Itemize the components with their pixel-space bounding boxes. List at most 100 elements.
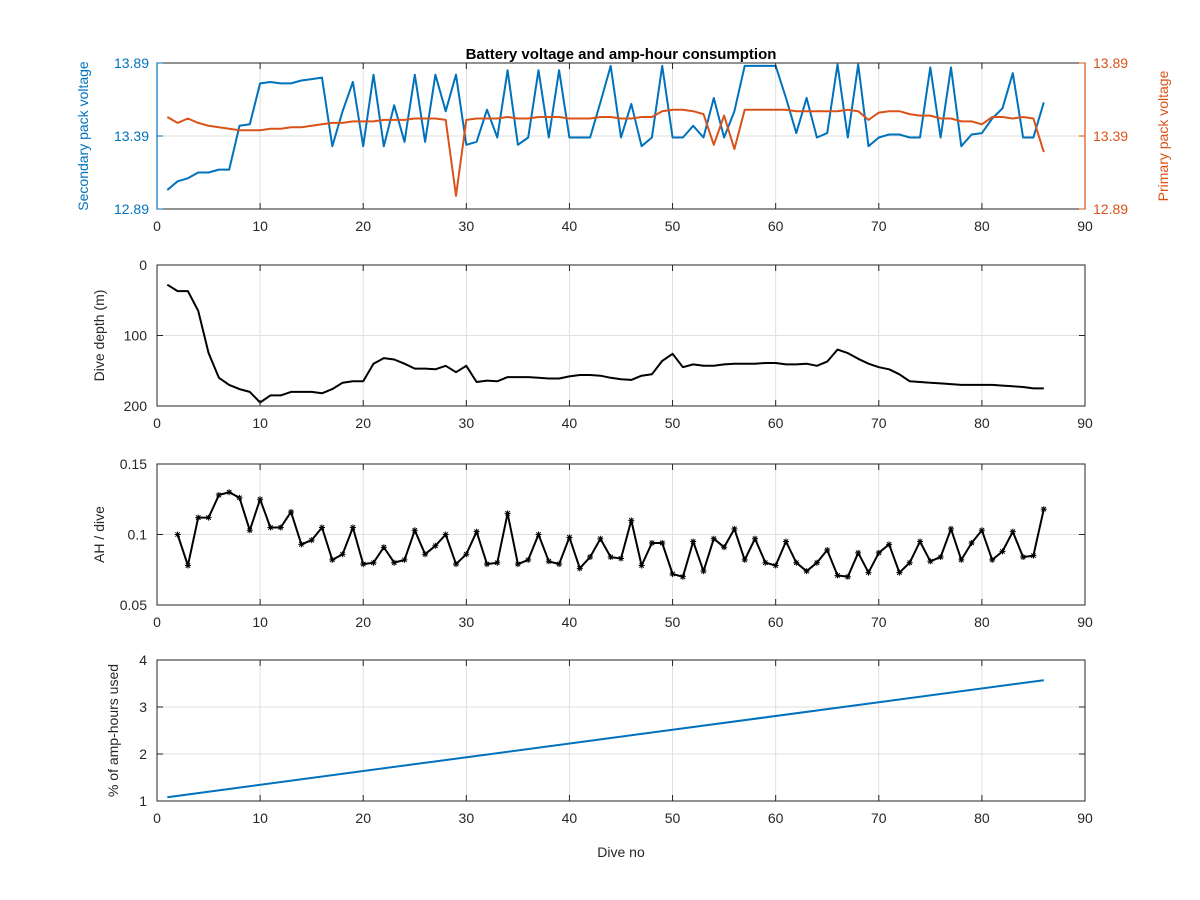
data-point-marker xyxy=(834,572,841,579)
data-point-marker xyxy=(215,492,222,499)
chart-title: Battery voltage and amp-hour consumption xyxy=(466,46,777,63)
y-tick-label: 0.1 xyxy=(128,527,148,543)
x-tick-label: 80 xyxy=(974,218,990,234)
x-tick-label: 80 xyxy=(974,810,990,826)
x-tick-label: 60 xyxy=(768,415,784,431)
data-point-marker xyxy=(318,524,325,531)
data-point-marker xyxy=(710,535,717,542)
y-tick-label: 1 xyxy=(139,793,147,809)
data-point-marker xyxy=(917,538,924,545)
y-tick-label: 0 xyxy=(139,257,147,273)
data-point-marker xyxy=(494,559,501,566)
y-right-axis-label: Primary pack voltage xyxy=(1155,70,1171,201)
data-point-marker xyxy=(648,539,655,546)
data-point-marker xyxy=(844,573,851,580)
y-axis-label: AH / dive xyxy=(91,506,107,563)
data-point-marker xyxy=(679,573,686,580)
x-tick-label: 70 xyxy=(871,810,887,826)
x-tick-label: 30 xyxy=(459,415,475,431)
data-point-marker xyxy=(545,558,552,565)
data-point-marker xyxy=(741,556,748,563)
y-right-tick-label: 13.39 xyxy=(1093,128,1128,144)
series-line-1 xyxy=(166,283,1044,404)
data-point-marker xyxy=(504,510,511,517)
data-point-marker xyxy=(690,538,697,545)
x-tick-label: 10 xyxy=(252,415,268,431)
y-tick-label: 0.15 xyxy=(120,456,147,472)
data-point-marker xyxy=(762,559,769,566)
data-point-marker xyxy=(782,538,789,545)
data-point-marker xyxy=(865,569,872,576)
data-point-marker xyxy=(999,548,1006,555)
data-point-marker xyxy=(267,524,274,531)
data-point-marker xyxy=(669,570,676,577)
data-point-marker xyxy=(927,558,934,565)
data-point-marker xyxy=(886,541,893,548)
x-tick-label: 60 xyxy=(768,218,784,234)
axes-frame xyxy=(156,659,1086,802)
data-point-marker xyxy=(556,561,563,568)
data-point-marker xyxy=(473,528,480,535)
data-point-marker xyxy=(906,559,913,566)
x-tick-label: 10 xyxy=(252,810,268,826)
data-point-marker xyxy=(483,561,490,568)
data-point-marker xyxy=(174,531,181,538)
x-tick-label: 20 xyxy=(355,810,371,826)
x-tick-label: 60 xyxy=(768,614,784,630)
data-point-marker xyxy=(339,551,346,558)
x-tick-label: 40 xyxy=(562,614,578,630)
data-point-marker xyxy=(958,556,965,563)
y-tick-label: 0.05 xyxy=(120,597,147,613)
grid-lines xyxy=(157,265,1085,406)
y-tick-label: 3 xyxy=(139,699,147,715)
x-tick-label: 70 xyxy=(871,614,887,630)
data-point-marker xyxy=(721,544,728,551)
data-point-marker xyxy=(257,496,264,503)
data-point-marker xyxy=(989,556,996,563)
x-tick-label: 30 xyxy=(459,614,475,630)
y-axis-label: % of amp-hours used xyxy=(105,664,121,797)
data-point-marker xyxy=(226,489,233,496)
x-tick-label: 20 xyxy=(355,614,371,630)
data-point-marker xyxy=(947,525,954,532)
data-point-marker xyxy=(968,539,975,546)
x-tick-label: 0 xyxy=(153,810,161,826)
x-tick-label: 50 xyxy=(665,218,681,234)
y-right-tick-label: 12.89 xyxy=(1093,201,1128,217)
y-tick-label: 13.39 xyxy=(114,128,149,144)
data-point-marker xyxy=(411,527,418,534)
x-tick-label: 10 xyxy=(252,614,268,630)
x-tick-label: 50 xyxy=(665,810,681,826)
y-tick-label: 200 xyxy=(124,398,148,414)
x-tick-label: 90 xyxy=(1077,218,1093,234)
x-tick-label: 40 xyxy=(562,810,578,826)
data-point-marker xyxy=(803,568,810,575)
x-tick-label: 80 xyxy=(974,614,990,630)
data-point-marker xyxy=(370,559,377,566)
data-point-marker xyxy=(628,517,635,524)
subplot-4: 0 10 20 30 40 50 60 70 80 90 1 2 3 4 % of amp-hours us… xyxy=(105,652,1093,826)
data-point-marker xyxy=(1040,506,1047,513)
subplot-2: 0 10 20 30 40 50 60 70 80 90 0 100 200 Dive depth (m) xyxy=(91,257,1093,431)
x-tick-label: 0 xyxy=(153,614,161,630)
data-point-marker xyxy=(453,561,460,568)
data-point-marker xyxy=(875,549,882,556)
x-axis-label: Dive no xyxy=(597,844,645,860)
data-point-marker xyxy=(514,561,521,568)
grid-lines xyxy=(157,660,1085,801)
subplot-3: 0 10 20 30 40 50 60 70 80 90 0.05 0.1 0.15 AH / dive xyxy=(91,456,1093,630)
data-point-marker xyxy=(277,524,284,531)
data-point-marker xyxy=(442,531,449,538)
data-point-marker xyxy=(731,525,738,532)
data-point-marker xyxy=(824,547,831,554)
data-point-marker xyxy=(607,554,614,561)
x-tick-label: 50 xyxy=(665,614,681,630)
x-tick-label: 60 xyxy=(768,810,784,826)
x-tick-label: 70 xyxy=(871,415,887,431)
x-tick-label: 90 xyxy=(1077,415,1093,431)
data-point-marker xyxy=(195,514,202,521)
x-tick-label: 30 xyxy=(459,810,475,826)
data-point-marker xyxy=(349,524,356,531)
subplot-1: 0 10 20 30 40 50 60 70 80 9012.8913.3913.8912.891… xyxy=(75,55,1171,234)
data-point-marker xyxy=(391,559,398,566)
